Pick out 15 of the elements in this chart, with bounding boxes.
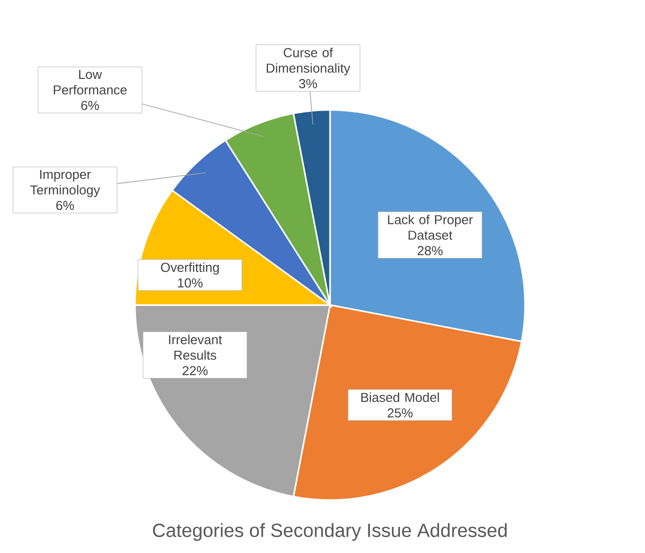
text: Categories of Secondary Issue Addressed <box>153 523 507 541</box>
data-label: 6% <box>56 200 74 210</box>
data-label: 3% <box>299 79 317 88</box>
data-label: 28% <box>418 246 443 256</box>
slice-label: Low Performance <box>54 70 127 95</box>
slice-label: Irrelevant Results <box>169 334 222 360</box>
slice-label: Overfitting <box>160 262 219 275</box>
slice-label: Improper Terminology <box>30 170 100 198</box>
data-label: 10% <box>178 278 203 288</box>
slice-label: Lack of Proper Dataset <box>388 214 473 240</box>
data-label: 25% <box>388 408 413 418</box>
slice-label: Biased Model <box>361 392 439 402</box>
slice-label: Curse of Dimensionality <box>266 48 350 76</box>
data-label: 6% <box>81 100 99 110</box>
data-label: 22% <box>182 366 208 376</box>
